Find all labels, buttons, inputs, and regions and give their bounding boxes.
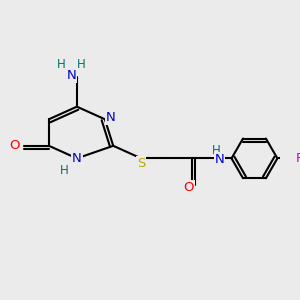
Text: N: N [72,152,82,165]
Text: H: H [60,164,69,177]
Text: N: N [106,110,115,124]
Text: H: H [57,58,66,71]
Text: H: H [212,143,221,157]
Text: N: N [214,153,224,166]
Text: H: H [77,58,85,71]
Text: O: O [184,181,194,194]
Text: F: F [296,152,300,165]
Text: S: S [137,157,146,170]
Text: O: O [9,139,20,152]
Text: N: N [66,69,76,82]
